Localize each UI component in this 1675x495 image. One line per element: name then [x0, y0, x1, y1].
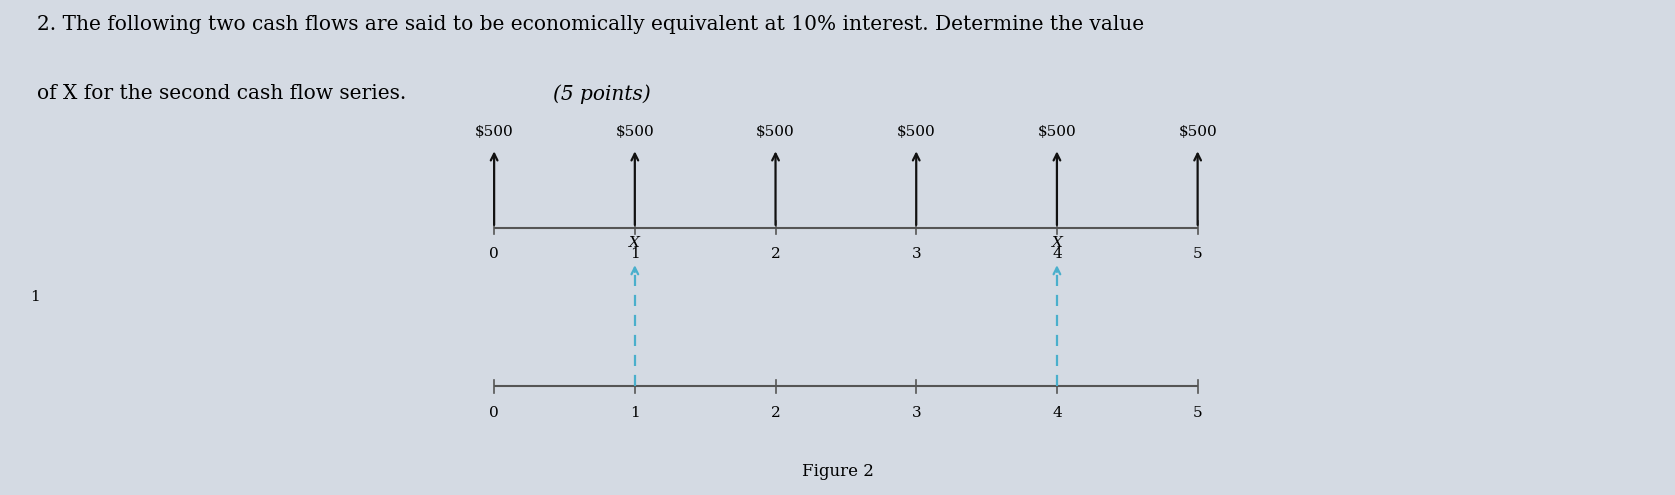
Text: 4: 4 [1052, 406, 1062, 420]
Text: 1: 1 [630, 406, 640, 420]
Text: 1: 1 [630, 248, 640, 261]
Text: $500: $500 [755, 125, 796, 139]
Text: 1: 1 [30, 290, 40, 304]
Text: $500: $500 [615, 125, 655, 139]
Text: X: X [1052, 236, 1062, 250]
Text: (5 points): (5 points) [553, 84, 650, 104]
Text: 5: 5 [1193, 248, 1203, 261]
Text: $500: $500 [896, 125, 936, 139]
Text: 3: 3 [911, 248, 921, 261]
Text: 5: 5 [1193, 406, 1203, 420]
Text: 2: 2 [770, 406, 781, 420]
Text: 2. The following two cash flows are said to be economically equivalent at 10% in: 2. The following two cash flows are said… [37, 15, 1144, 34]
Text: 0: 0 [489, 406, 499, 420]
Text: X: X [630, 236, 640, 250]
Text: 3: 3 [911, 406, 921, 420]
Text: 0: 0 [489, 248, 499, 261]
Text: $500: $500 [474, 125, 514, 139]
Text: of X for the second cash flow series.: of X for the second cash flow series. [37, 84, 412, 103]
Text: $500: $500 [1178, 125, 1218, 139]
Text: 2: 2 [770, 248, 781, 261]
Text: $500: $500 [1037, 125, 1077, 139]
Text: 4: 4 [1052, 248, 1062, 261]
Text: Figure 2: Figure 2 [802, 463, 873, 480]
